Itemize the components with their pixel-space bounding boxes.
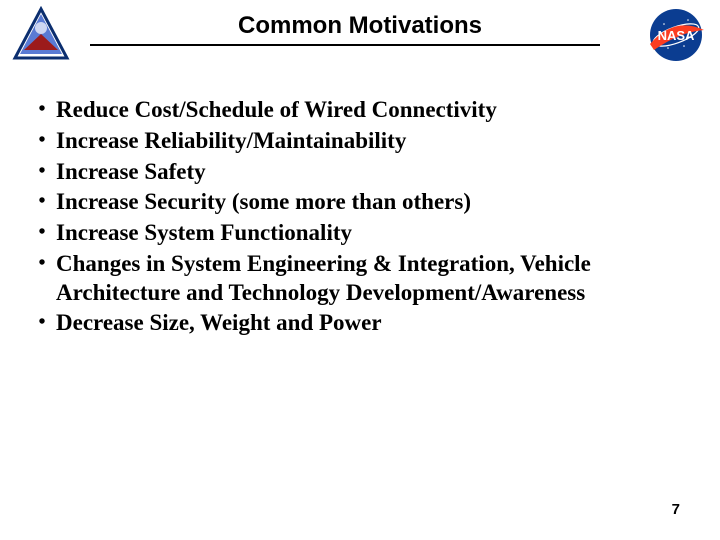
list-item: • Changes in System Engineering & Integr… — [28, 250, 692, 308]
bullet-list: • Reduce Cost/Schedule of Wired Connecti… — [28, 96, 692, 338]
bullet-icon: • — [28, 219, 56, 246]
list-item: • Decrease Size, Weight and Power — [28, 309, 692, 338]
bullet-text: Increase Security (some more than others… — [56, 188, 692, 217]
bullet-text: Changes in System Engineering & Integrat… — [56, 250, 692, 308]
bullet-icon: • — [28, 250, 56, 277]
bullet-icon: • — [28, 96, 56, 123]
title-underline — [90, 44, 600, 46]
list-item: • Increase Security (some more than othe… — [28, 188, 692, 217]
svg-text:NASA: NASA — [658, 28, 695, 43]
list-item: • Reduce Cost/Schedule of Wired Connecti… — [28, 96, 692, 125]
slide-title: Common Motivations — [0, 12, 720, 40]
page-number: 7 — [672, 501, 680, 518]
bullet-text: Increase Reliability/Maintainability — [56, 127, 692, 156]
bullet-icon: • — [28, 127, 56, 154]
nasa-logo-icon: NASA — [644, 6, 708, 64]
slide-header: Common Motivations NASA — [0, 0, 720, 72]
slide-body: • Reduce Cost/Schedule of Wired Connecti… — [28, 96, 692, 340]
list-item: • Increase Reliability/Maintainability — [28, 127, 692, 156]
bullet-text: Decrease Size, Weight and Power — [56, 309, 692, 338]
bullet-text: Increase System Functionality — [56, 219, 692, 248]
bullet-text: Reduce Cost/Schedule of Wired Connectivi… — [56, 96, 692, 125]
bullet-icon: • — [28, 188, 56, 215]
bullet-text: Increase Safety — [56, 158, 692, 187]
bullet-icon: • — [28, 309, 56, 336]
list-item: • Increase Safety — [28, 158, 692, 187]
list-item: • Increase System Functionality — [28, 219, 692, 248]
bullet-icon: • — [28, 158, 56, 185]
